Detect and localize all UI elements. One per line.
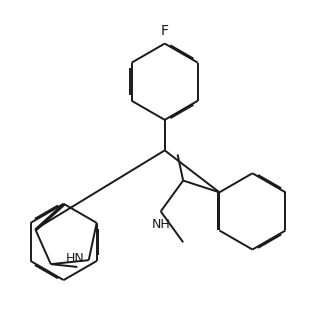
Text: HN: HN xyxy=(66,252,84,265)
Text: NH: NH xyxy=(151,218,170,231)
Text: F: F xyxy=(161,24,169,38)
